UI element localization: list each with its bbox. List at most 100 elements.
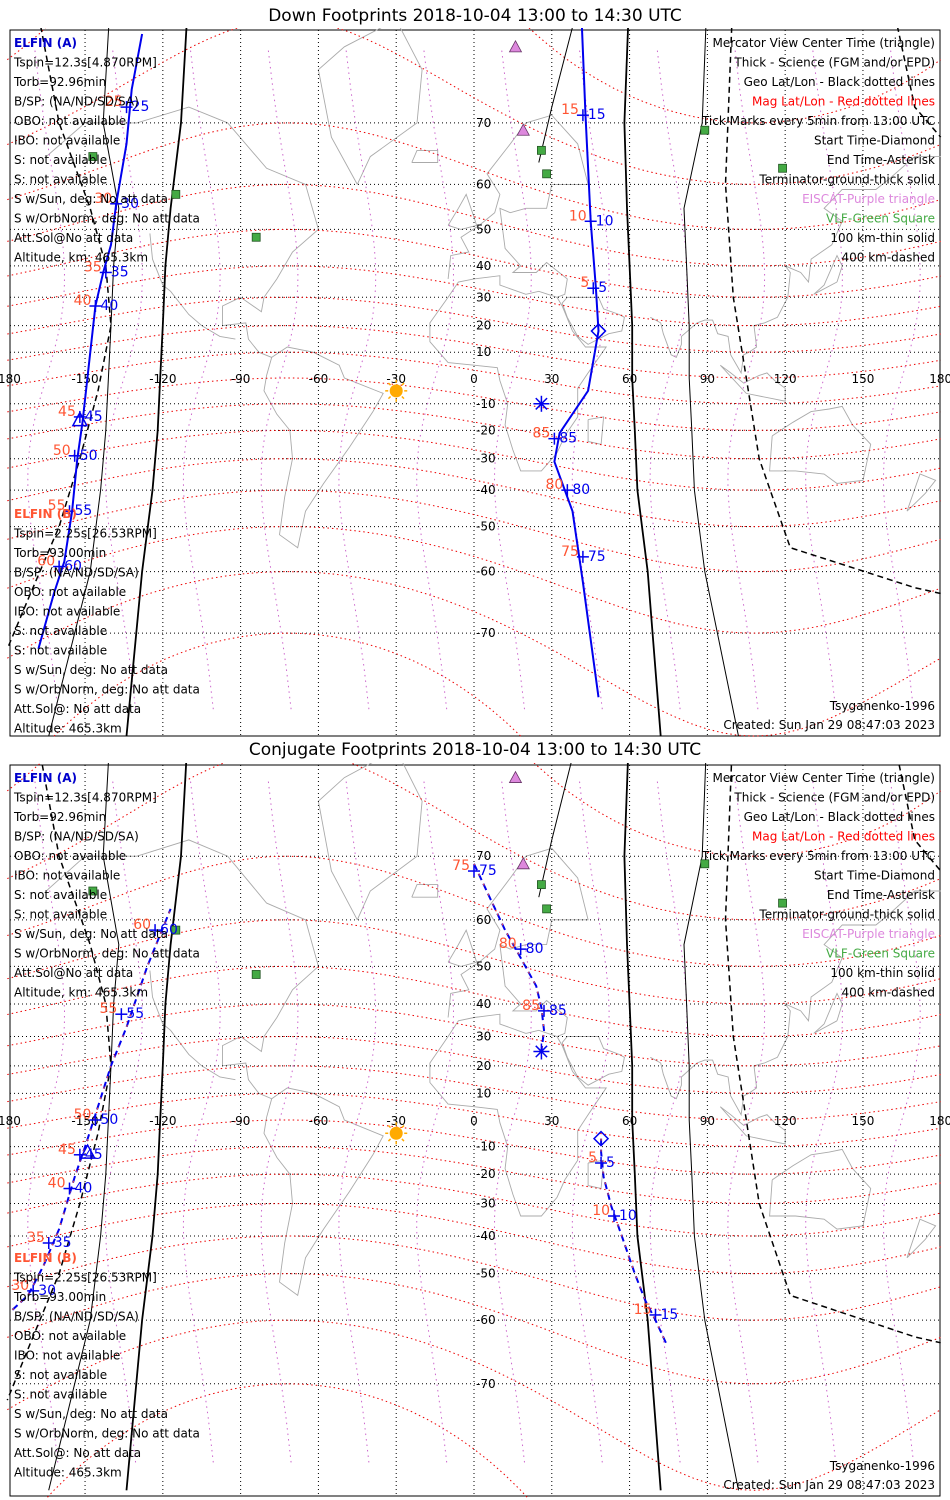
panel-title-down: Down Footprints 2018-10-04 13:00 to 14:3… (268, 6, 682, 26)
legend-item: VLF-Green Square (826, 947, 935, 961)
altitude-400km-right (724, 28, 941, 595)
legend-item: 400 km-dashed (841, 251, 935, 265)
tick-label-red: 50 (53, 443, 71, 459)
altitude-400km-left (6, 763, 112, 1401)
sun-ray (401, 395, 405, 400)
coastline-6 (719, 364, 786, 402)
mag-lon-line (493, 46, 532, 710)
legend-item: End Time-Asterisk (827, 153, 935, 167)
vlf-square-icon (778, 898, 787, 908)
mag-lat-line (7, 1173, 941, 1237)
lat-tick-label: -20 (476, 423, 496, 437)
legend-item: Mercator View Center Time (triangle) (713, 36, 935, 50)
mag-lat-line (7, 1092, 941, 1148)
tick-label-red: 5 (580, 275, 589, 291)
sun-ray (387, 1124, 392, 1129)
legend-item: Tick Marks every 5min from 13:00 UTC (701, 849, 935, 863)
tick-label-blue: 50 (100, 1112, 118, 1128)
vlf-square-icon (88, 152, 98, 161)
elfin-b-info-line: OBO: not available (14, 1329, 126, 1343)
tick-label-blue: 5 (606, 1155, 615, 1171)
tick-label-red: 15 (561, 102, 579, 118)
vlf-square-icon (171, 189, 181, 199)
elfin-b-info-line: Tspin=2.25s[26.53RPM] (13, 527, 157, 541)
tick-label-red: 85 (533, 426, 551, 442)
lat-tick-label: -70 (476, 626, 496, 640)
elfin-a-name: ELFIN (A) (14, 36, 77, 50)
elfin-a-info-line: Altitude, km: 465.3km (14, 986, 148, 1000)
tick-label-blue: 25 (132, 99, 150, 115)
elfin-b-info-line: IBO: not available (14, 1349, 120, 1363)
tick-label-blue: 40 (100, 298, 118, 314)
mag-lon-line (416, 777, 455, 1463)
elfin-b-info-line: S: not available (14, 1388, 107, 1402)
elfin-b-name: ELFIN (B) (14, 1251, 77, 1265)
tick-label-blue: 15 (661, 1307, 679, 1323)
elfin-b-info-line: S w/Sun, deg: No att data (14, 1407, 168, 1421)
elfin-b-info-line: S w/OrbNorm, deg: No att data (14, 1427, 200, 1441)
model-name: Tsyganenko-1996 (829, 699, 935, 713)
elfin-a-info-line: IBO: not available (14, 134, 120, 148)
tick-label-red: 15 (634, 1302, 652, 1318)
elfin-a-info-line: IBO: not available (14, 869, 120, 883)
created-timestamp: Created: Sun Jan 29 08:47:03 2023 (723, 718, 935, 732)
elfin-b-info-line: OBO: not available (14, 585, 126, 599)
lon-tick-label: 30 (544, 372, 559, 386)
coastline-0 (45, 839, 384, 1297)
terminator-left (125, 28, 188, 737)
sun-ray (387, 382, 392, 386)
coastline-7 (769, 405, 872, 484)
tick-label-blue: 60 (160, 922, 178, 938)
mag-lat-line (7, 265, 941, 327)
tick-label-blue: 45 (85, 1147, 103, 1163)
lon-tick-label: -120 (149, 1114, 176, 1128)
mag-lat-line (7, 855, 941, 967)
mag-lon-line (727, 777, 766, 1463)
eiscat-triangle-icon (516, 856, 530, 870)
vlf-square-icon (251, 970, 261, 979)
altitude-100km-right (683, 763, 739, 1491)
coastline-4 (561, 1036, 625, 1086)
panel-title-conjugate: Conjugate Footprints 2018-10-04 13:00 to… (248, 740, 702, 760)
lat-tick-label: -20 (476, 1167, 496, 1181)
mag-lon-line (882, 777, 921, 1463)
mag-lon-line (182, 46, 221, 710)
tick-label-blue: 40 (74, 1181, 92, 1197)
mag-lat-line (7, 1146, 941, 1205)
elfin-a-info-line: S: not available (14, 153, 107, 167)
legend-item: 100 km-thin solid (830, 966, 935, 980)
lon-tick-label: -180 (0, 372, 21, 386)
lat-tick-label: -30 (476, 452, 496, 466)
lat-tick-label: 70 (476, 849, 491, 863)
elfin-a-info-line: S: not available (14, 908, 107, 922)
elfin-a-info-line: S: not available (14, 173, 107, 187)
tick-label-red: 30 (94, 191, 112, 207)
mag-lat-line (7, 228, 941, 298)
mag-lat-line (7, 1119, 941, 1175)
mag-lon-line (105, 46, 143, 710)
mag-lon-line (27, 777, 66, 1463)
mag-lon-line (27, 46, 66, 710)
tick-label-blue: 35 (111, 264, 129, 280)
mag-lat-line (7, 919, 941, 1005)
mag-lon-line (416, 46, 455, 710)
footprint-track-c-overlay (600, 1138, 667, 1344)
tick-label-blue: 80 (526, 941, 544, 957)
legend-item: Geo Lat/Lon - Black dotted lines (744, 75, 935, 89)
elfin-b-info-line: S: not available (14, 624, 107, 638)
coastline-1 (149, 233, 236, 340)
start-diamond-icon (590, 322, 607, 340)
lon-tick-label: -60 (309, 1114, 329, 1128)
created-timestamp: Created: Sun Jan 29 08:47:03 2023 (723, 1478, 935, 1492)
footprint-track-b-overlay (473, 863, 545, 1052)
mag-lat-line (7, 526, 941, 634)
coastline-10 (447, 193, 478, 230)
mag-lat-line (7, 429, 941, 491)
elfin-a-info-line: Att.Sol@No att data (14, 966, 133, 980)
end-asterisk-icon (535, 1045, 548, 1058)
mag-lat-line (7, 1319, 941, 1491)
vlf-square-icon (251, 232, 261, 242)
sun-ray (401, 1138, 405, 1142)
mag-lon-line (260, 777, 299, 1463)
mag-lon-line (571, 777, 610, 1463)
